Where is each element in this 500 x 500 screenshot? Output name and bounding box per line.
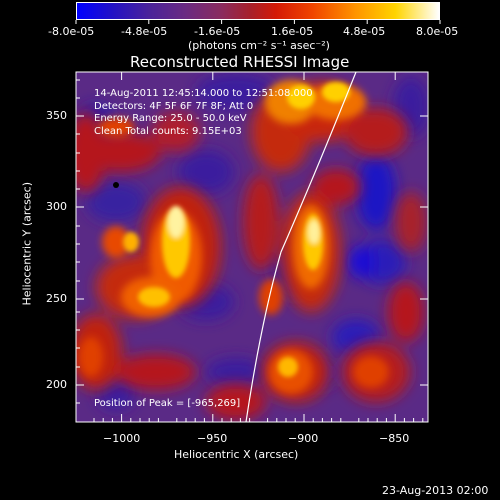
info-line-energy: Energy Range: 25.0 - 50.0 keV xyxy=(94,113,247,124)
y-tick-label-350: 350 xyxy=(46,109,67,122)
colorbar-tick-label-1: -4.8e-05 xyxy=(121,25,168,38)
plot-area xyxy=(76,72,428,422)
info-block: 14-Aug-2011 12:45:14.000 to 12:51:08.000… xyxy=(94,88,313,138)
plot-title: Reconstructed RHESSI Image xyxy=(130,53,350,71)
rhessi-image xyxy=(76,72,428,422)
info-line-clean: Clean Total counts: 9.15E+03 xyxy=(94,125,242,137)
colorbar-units-label: (photons cm⁻² s⁻¹ asec⁻²) xyxy=(188,39,330,52)
y-tick-label-300: 300 xyxy=(46,200,67,213)
colorbar-tick-label-2: -1.6e-05 xyxy=(194,25,241,38)
peak-position-label: Position of Peak = [-965,269] xyxy=(94,398,241,409)
y-ticks xyxy=(76,79,428,404)
colorbar xyxy=(76,2,440,20)
colorbar-gradient xyxy=(77,3,439,19)
limb-line xyxy=(245,72,357,422)
x-tick-label-minus-900: −900 xyxy=(288,432,319,445)
solar-limb xyxy=(245,72,357,422)
dark-spot xyxy=(113,182,119,188)
colorbar-tick-label-5: 8.0e-05 xyxy=(416,25,459,38)
x-tick-label-minus-850: −850 xyxy=(379,432,410,445)
y-tick-label-250: 250 xyxy=(46,292,67,305)
colorbar-tick-label-0: -8.0e-05 xyxy=(48,25,95,38)
colorbar-tick-label-3: 1.6e-05 xyxy=(271,25,314,38)
info-line-detectors: Detectors: 4F 5F 6F 7F 8F; Att 0 xyxy=(94,100,254,112)
y-axis-label: Heliocentric Y (arcsec) xyxy=(20,181,34,306)
x-tick-label-minus-950: −950 xyxy=(197,432,228,445)
info-line-time: 14-Aug-2011 12:45:14.000 to 12:51:08.000 xyxy=(94,88,313,99)
y-tick-label-200: 200 xyxy=(46,378,67,391)
x-tick-label-minus-1000: −1000 xyxy=(103,432,141,445)
footer-date: 23-Aug-2013 02:00 xyxy=(382,484,489,497)
peak-regions xyxy=(123,82,350,377)
colorbar-tick-label-4: 4.8e-05 xyxy=(343,25,386,38)
x-axis-label: Heliocentric X (arcsec) xyxy=(174,448,299,461)
x-ticks xyxy=(93,72,424,422)
